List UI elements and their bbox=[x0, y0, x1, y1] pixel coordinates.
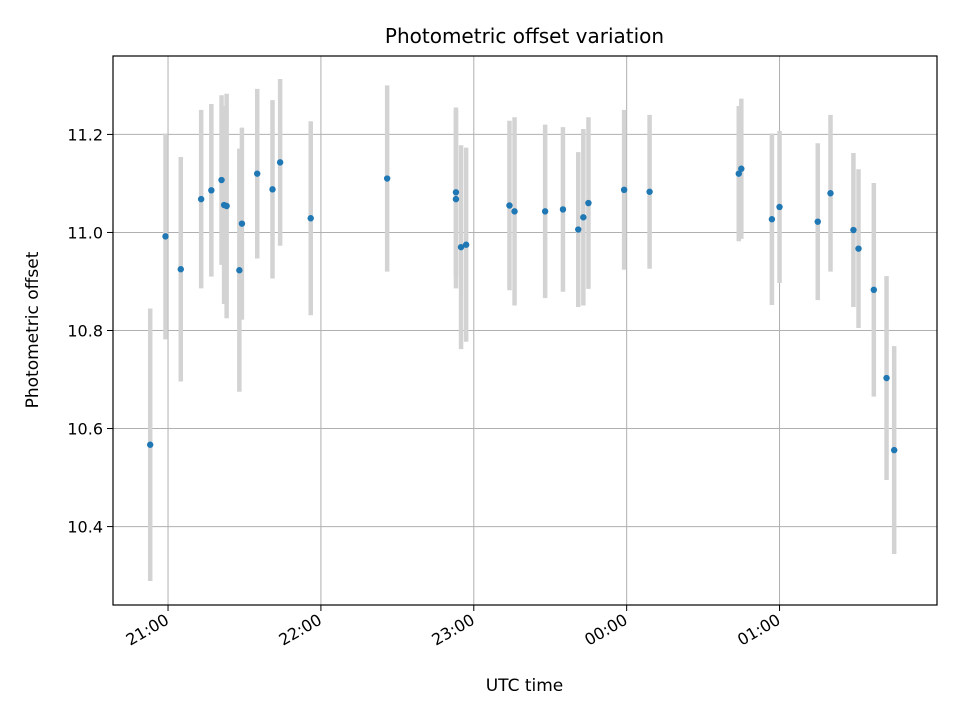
data-point bbox=[254, 170, 261, 177]
y-tick-label: 10.6 bbox=[67, 420, 103, 439]
data-point bbox=[850, 226, 857, 234]
x-axis: 21:00 22:00 23:00 00:00 01:00 bbox=[123, 605, 784, 650]
data-point bbox=[218, 176, 225, 184]
data-point bbox=[541, 208, 549, 215]
x-tick-label: 21:00 bbox=[123, 610, 172, 650]
data-point bbox=[580, 214, 587, 221]
data-point bbox=[585, 199, 592, 207]
data-point bbox=[511, 208, 518, 215]
grid bbox=[113, 56, 937, 605]
x-tick-label: 23:00 bbox=[428, 610, 477, 650]
data-point bbox=[646, 188, 653, 195]
data-point bbox=[776, 203, 783, 211]
data-point bbox=[883, 374, 890, 382]
data-point bbox=[208, 187, 215, 194]
chart-title: Photometric offset variation bbox=[385, 24, 664, 48]
x-tick-label: 22:00 bbox=[275, 610, 324, 650]
data-point bbox=[559, 206, 567, 213]
y-axis-title: Photometric offset bbox=[23, 251, 43, 408]
data-point bbox=[735, 170, 742, 177]
data-point bbox=[276, 159, 284, 166]
data-point bbox=[223, 202, 230, 210]
x-axis-title: UTC time bbox=[486, 676, 564, 696]
data-point bbox=[383, 175, 391, 182]
y-tick-label: 10.8 bbox=[67, 322, 103, 341]
data-point bbox=[768, 216, 776, 223]
y-axis: 10.4 10.6 10.8 11.0 11.2 bbox=[67, 125, 113, 537]
y-tick-label: 10.4 bbox=[67, 518, 103, 537]
data-point bbox=[452, 195, 460, 203]
data-point bbox=[462, 241, 470, 248]
data-point bbox=[620, 186, 628, 194]
data-point bbox=[452, 189, 460, 196]
data-point bbox=[238, 220, 246, 227]
data-point bbox=[146, 441, 154, 448]
data-point bbox=[575, 226, 582, 233]
data-point bbox=[457, 243, 465, 251]
data-point bbox=[162, 233, 169, 240]
data-point bbox=[827, 190, 834, 197]
data-point bbox=[236, 267, 243, 274]
data-point bbox=[506, 202, 513, 209]
data-point bbox=[307, 215, 314, 222]
data-point bbox=[269, 186, 276, 193]
data-point bbox=[738, 165, 745, 172]
data-point bbox=[855, 245, 862, 252]
data-point bbox=[177, 266, 184, 273]
y-tick-label: 11.2 bbox=[67, 125, 103, 144]
x-tick-label: 00:00 bbox=[581, 610, 630, 650]
data-points bbox=[146, 159, 898, 454]
y-tick-label: 11.0 bbox=[67, 223, 103, 242]
data-point bbox=[870, 286, 878, 294]
data-point bbox=[814, 218, 821, 225]
data-point bbox=[197, 195, 205, 203]
data-point bbox=[890, 446, 898, 454]
x-tick-label: 01:00 bbox=[734, 610, 783, 650]
